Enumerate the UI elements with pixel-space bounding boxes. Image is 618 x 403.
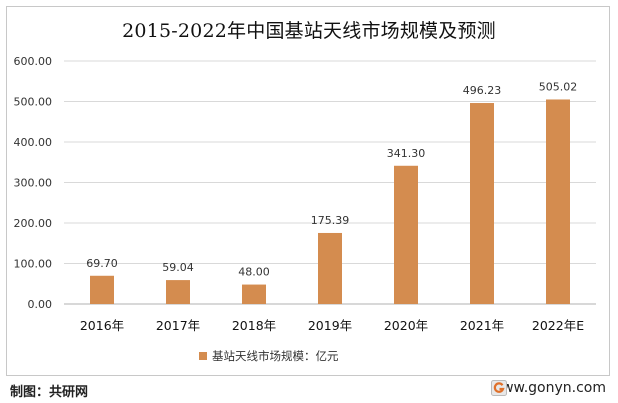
legend: 基站天线市场规模：亿元: [199, 348, 339, 364]
legend-swatch: [199, 352, 207, 360]
chart-frame: [6, 6, 610, 376]
chart-title: 2015-2022年中国基站天线市场规模及预测: [122, 20, 496, 42]
bar: [90, 275, 114, 304]
bar: [470, 103, 494, 304]
data-label: 505.02: [539, 80, 578, 93]
source-credit: 制图：共研网: [10, 385, 89, 400]
bar: [318, 232, 342, 304]
data-label: 48.00: [238, 266, 270, 279]
y-tick-label: 300.00: [14, 177, 53, 190]
data-label: 341.30: [387, 147, 426, 160]
bar: [546, 99, 570, 304]
bar: [242, 284, 266, 304]
y-tick-label: 400.00: [14, 136, 53, 149]
x-tick-label: 2020年: [384, 318, 428, 333]
data-label: 175.39: [311, 214, 350, 227]
x-tick-label: 2019年: [308, 318, 352, 333]
gonyn-logo-icon: [490, 380, 507, 396]
y-tick-label: 500.00: [14, 96, 53, 109]
website-url: www.gonyn.com: [490, 380, 606, 396]
y-tick-label: 200.00: [14, 217, 53, 230]
y-tick-label: 100.00: [14, 258, 53, 271]
legend-label: 基站天线市场规模：亿元: [212, 349, 339, 363]
x-tick-label: 2016年: [80, 318, 124, 333]
y-tick-label: 0.00: [28, 298, 53, 311]
data-label: 59.04: [162, 261, 194, 274]
website-credit: www.gonyn.com: [490, 380, 606, 396]
y-tick-label: 600.00: [14, 55, 53, 68]
bar: [166, 280, 190, 304]
x-tick-label: 2018年: [232, 318, 276, 333]
x-tick-label: 2017年: [156, 318, 200, 333]
bar: [394, 165, 418, 304]
x-tick-label: 2021年: [460, 318, 504, 333]
x-tick-label: 2022年E: [532, 318, 584, 333]
data-label: 69.70: [86, 257, 118, 270]
data-label: 496.23: [463, 84, 502, 97]
